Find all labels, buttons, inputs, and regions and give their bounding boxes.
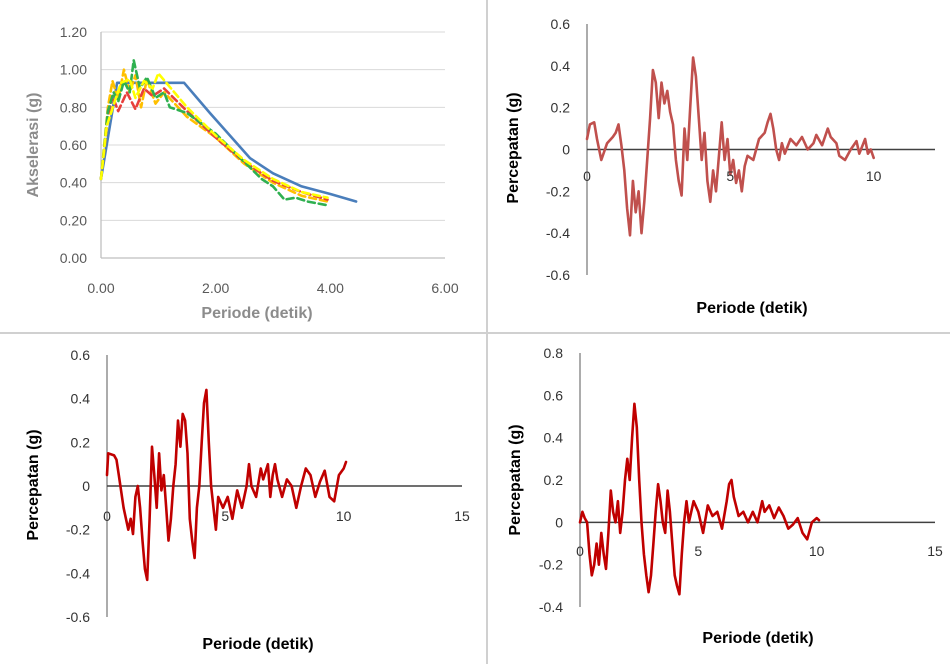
y-tick-label: -0.4 [546, 225, 570, 241]
series-line-4 [99, 72, 329, 199]
y-tick-label: 0.60 [60, 137, 87, 153]
x-tick-label: 0.00 [87, 280, 114, 296]
y-tick-label: 0.2 [551, 100, 571, 116]
y-tick-label: 0.4 [551, 58, 571, 74]
x-axis-title: Periode (detik) [702, 630, 813, 647]
y-tick-label: 0.2 [71, 434, 91, 450]
y-axis-title: Percepatan (g) [505, 92, 522, 203]
x-tick-label: 2.00 [202, 280, 229, 296]
x-axis-title: Periode (detik) [201, 305, 312, 322]
x-tick-label: 15 [927, 543, 943, 559]
x-tick-label: 0 [583, 168, 591, 184]
x-tick-label: 10 [866, 168, 882, 184]
accelerogram-chart-1: -0.6 -0.4 -0.2 0 0.2 0.4 0.6 0 5 10 Periode (detik… [505, 16, 935, 317]
series-line-0 [105, 388, 348, 582]
y-tick-label: 0.2 [544, 472, 564, 488]
y-tick-label: 0.6 [71, 347, 91, 363]
y-tick-label: 0.80 [60, 99, 87, 115]
x-tick-label: 10 [336, 508, 352, 524]
y-tick-label: -0.6 [546, 267, 570, 283]
y-tick-label: 0 [562, 142, 570, 158]
accelerogram-chart-2: -0.6 -0.4 -0.2 0 0.2 0.4 0.6 0 5 10 15 Periode (det… [25, 347, 470, 653]
y-tick-label: -0.2 [539, 557, 563, 573]
x-tick-label: 15 [454, 508, 470, 524]
y-tick-label: -0.4 [66, 565, 90, 581]
y-axis-title: Percepatan (g) [25, 429, 42, 540]
response-spectrum-chart: 0.00 0.20 0.40 0.60 0.80 1.00 1.20 0.00 2.00 4.00… [25, 24, 459, 322]
y-tick-label: 0.6 [544, 387, 564, 403]
y-axis-title: Percepatan (g) [507, 424, 524, 535]
y-tick-label: 0 [82, 478, 90, 494]
x-axis-title: Periode (detik) [202, 636, 313, 653]
y-tick-label: -0.2 [66, 522, 90, 538]
x-axis-title: Periode (detik) [696, 300, 807, 317]
x-tick-label: 5 [726, 168, 734, 184]
x-tick-label: 0 [103, 508, 111, 524]
y-tick-label: 0 [555, 514, 563, 530]
series-line-0 [578, 402, 821, 596]
x-tick-label: 5 [221, 508, 229, 524]
y-tick-label: 0.8 [544, 345, 564, 361]
series-line-0 [585, 56, 875, 237]
y-axis-title: Akselerasi (g) [25, 93, 42, 198]
x-tick-label: 0 [576, 543, 584, 559]
y-tick-label: 0.4 [544, 430, 564, 446]
y-tick-label: 0.20 [60, 212, 87, 228]
accelerogram-chart-3: -0.4 -0.2 0 0.2 0.4 0.6 0.8 0 5 10 15 Periode (deti… [507, 345, 943, 647]
y-tick-label: 0.40 [60, 175, 87, 191]
y-tick-label: -0.2 [546, 183, 570, 199]
y-tick-label: 1.00 [60, 62, 87, 78]
y-tick-label: -0.4 [539, 599, 563, 615]
x-tick-label: 10 [809, 543, 825, 559]
series-line-3 [99, 58, 329, 207]
x-tick-label: 4.00 [317, 280, 344, 296]
x-tick-label: 6.00 [431, 280, 458, 296]
series-line-1 [99, 68, 329, 203]
x-tick-label: 5 [694, 543, 702, 559]
y-tick-label: 1.20 [60, 24, 87, 40]
y-tick-label: -0.6 [66, 609, 90, 625]
y-tick-label: 0.00 [60, 250, 87, 266]
y-tick-label: 0.4 [71, 391, 91, 407]
y-tick-label: 0.6 [551, 16, 571, 32]
